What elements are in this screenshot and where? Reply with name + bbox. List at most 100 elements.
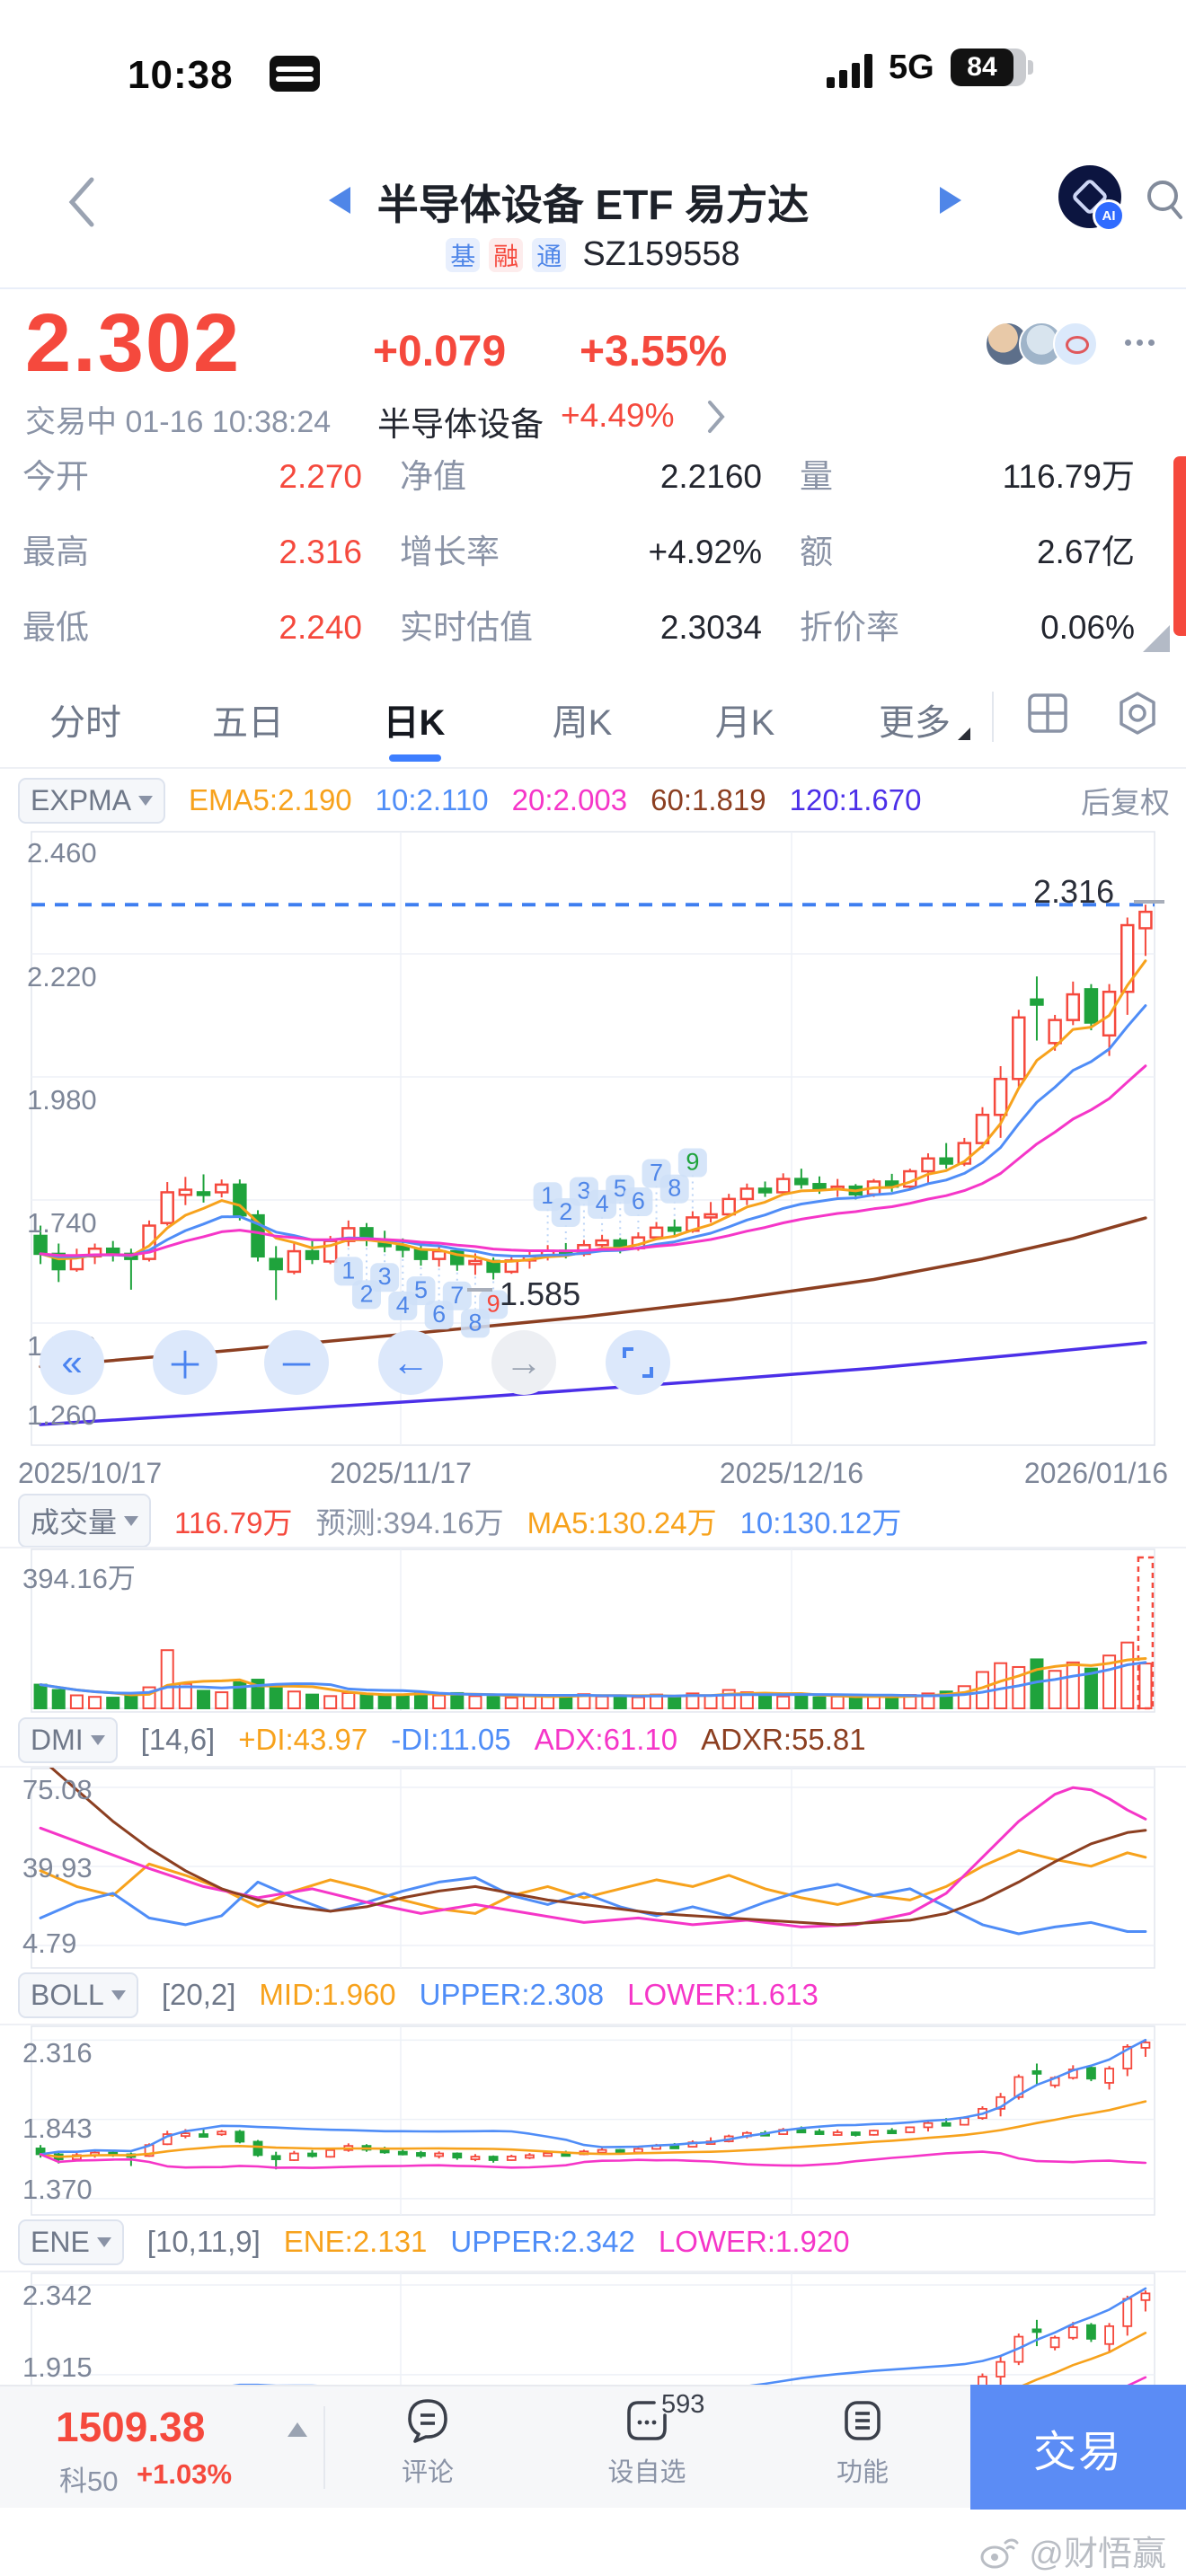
dmi-tick: 4.79	[22, 1928, 77, 1959]
search-icon	[1147, 181, 1182, 219]
svg-text:8: 8	[668, 1175, 681, 1202]
pan-right-button[interactable]: →	[491, 1330, 556, 1395]
watchlist-label: 设自选	[607, 2458, 686, 2487]
tab-more[interactable]: 更多	[879, 703, 951, 743]
gear-icon	[1120, 692, 1155, 735]
back-button[interactable]	[63, 174, 102, 234]
svg-text:6: 6	[432, 1301, 446, 1328]
ema120-value: 120:1.670	[789, 783, 922, 816]
side-red-tab[interactable]	[1173, 456, 1186, 636]
svg-text:7: 7	[650, 1160, 663, 1187]
zoom-out-icon: －	[277, 1344, 315, 1387]
search-button[interactable]	[1143, 174, 1186, 229]
boll-header: BOLL [20,2] MID:1.960 UPPER:2.308 LOWER:…	[0, 1969, 1186, 2021]
index-change: +1.03%	[137, 2458, 233, 2490]
stats-panel: 今开 2.270 净值 2.2160 量 116.79万 最高 2.316 增长率 +4.…	[0, 449, 1186, 660]
functions-icon	[845, 2401, 881, 2440]
boll-upper: UPPER:2.308	[419, 1978, 605, 2011]
more-icon[interactable]	[1125, 340, 1155, 346]
svg-text:3: 3	[577, 1178, 590, 1204]
boll-tick: 1.370	[22, 2174, 93, 2205]
comments-button[interactable]: 评论	[356, 2395, 500, 2489]
svg-text:8: 8	[468, 1309, 482, 1336]
grid-layout-button[interactable]	[1024, 690, 1071, 741]
battery-icon: 84	[950, 49, 1033, 86]
fullscreen-button[interactable]	[606, 1330, 670, 1395]
x-label: 2025/12/16	[719, 1457, 864, 1489]
tab-daily-k[interactable]: 日K	[383, 703, 446, 743]
low-price-annotation: 1.585	[500, 1275, 581, 1312]
boll-selector[interactable]: BOLL	[18, 1972, 138, 2018]
fullscreen-icon	[623, 1347, 653, 1378]
pan-left-button[interactable]: ←	[378, 1330, 443, 1395]
caret-down-icon	[90, 1734, 105, 1745]
period-tab-bar: 分时 五日 日K 周K 月K 更多	[0, 675, 1186, 769]
ene-chart[interactable]	[0, 2271, 1186, 2386]
prev-stock-button[interactable]	[329, 187, 350, 214]
functions-button[interactable]: 功能	[791, 2395, 934, 2489]
trade-button[interactable]: 交易	[970, 2385, 1186, 2510]
ene-selector[interactable]: ENE	[18, 2219, 124, 2265]
ene-mid: ENE:2.131	[283, 2225, 428, 2258]
tab-minute[interactable]: 分时	[49, 703, 121, 743]
volume-header: 成交量 116.79万 预测:394.16万 MA5:130.24万 10:13…	[0, 1494, 1186, 1548]
dmi-header: DMI [14,6] +DI:43.97 -DI:11.05 ADX:61.10…	[0, 1714, 1186, 1766]
stock-code: SZ159558	[582, 235, 740, 273]
volume-chart[interactable]	[0, 1547, 1186, 1713]
comment-icon	[408, 2399, 447, 2443]
index-up-triangle-icon[interactable]	[288, 2422, 307, 2437]
zoom-out-button[interactable]: －	[264, 1330, 329, 1395]
ai-assistant-button[interactable]: AI	[1058, 165, 1125, 232]
expma-selector[interactable]: EXPMA	[18, 777, 166, 824]
zoom-in-button[interactable]: ＋	[153, 1330, 217, 1395]
y-tick: 1.980	[27, 1084, 97, 1116]
caret-down-icon	[124, 1515, 139, 1526]
next-stock-button[interactable]	[940, 187, 961, 214]
ene-header: ENE [10,11,9] ENE:2.131 UPPER:2.342 LOWE…	[0, 2216, 1186, 2268]
adjust-mode-toggle[interactable]: 后复权	[1081, 786, 1170, 819]
svg-text:5: 5	[414, 1276, 428, 1303]
index-quote[interactable]: 1509.38	[56, 2404, 206, 2450]
volume-ma5: MA5:130.24万	[527, 1506, 717, 1539]
boll-tick: 1.843	[22, 2113, 93, 2144]
volume-selector[interactable]: 成交量	[18, 1494, 152, 1548]
ai-badge: AI	[1093, 199, 1125, 232]
dmi-params: [14,6]	[140, 1723, 216, 1756]
ema20-value: 20:2.003	[511, 783, 628, 816]
nav-bar: 半导体设备 ETF 易方达 AI 基 融 通 SZ159558	[0, 153, 1186, 289]
zoom-in-icon: ＋	[165, 1344, 204, 1387]
ema60-value: 60:1.819	[651, 783, 766, 816]
rewind-button[interactable]: «	[40, 1330, 104, 1395]
caret-down-icon	[111, 1989, 126, 2000]
stat-turnover: 额 2.67亿	[800, 534, 1135, 570]
arrow-right-icon: →	[505, 1341, 543, 1383]
sector-chevron-icon[interactable]	[704, 399, 726, 439]
battery-percent: 84	[967, 52, 997, 82]
svg-text:2: 2	[559, 1198, 572, 1225]
sector-link[interactable]: 半导体设备	[377, 406, 544, 443]
svg-text:1: 1	[541, 1182, 554, 1209]
low-tick-mark	[467, 1288, 492, 1292]
chart-settings-button[interactable]	[1114, 690, 1161, 741]
weibo-icon	[980, 2538, 1019, 2568]
dmi-selector[interactable]: DMI	[18, 1716, 118, 1763]
stock-subheader: 基 融 通 SZ159558	[0, 235, 1186, 274]
stat-growth: 增长率 +4.92%	[400, 534, 762, 570]
discussion-avatars[interactable]	[985, 322, 1098, 366]
tab-weekly-k[interactable]: 周K	[552, 703, 613, 743]
tab-fiveday[interactable]: 五日	[212, 703, 284, 743]
tab-monthly-k[interactable]: 月K	[714, 703, 775, 743]
expand-stats-handle[interactable]	[1143, 625, 1170, 652]
divider	[323, 2406, 325, 2489]
watermark-text: @财悟赢	[1029, 2536, 1166, 2573]
stat-nav: 净值 2.2160	[400, 458, 762, 495]
stat-open: 今开 2.270	[22, 458, 362, 495]
price-change: +0.079	[373, 328, 507, 375]
boll-params: [20,2]	[161, 1978, 236, 2011]
dmi-chart[interactable]	[0, 1766, 1186, 1969]
boll-chart[interactable]	[0, 2024, 1186, 2216]
high-price-annotation: 2.316	[1033, 873, 1115, 910]
price-change-percent: +3.55%	[580, 328, 728, 375]
add-watchlist-button[interactable]: 设自选 593	[575, 2390, 719, 2489]
